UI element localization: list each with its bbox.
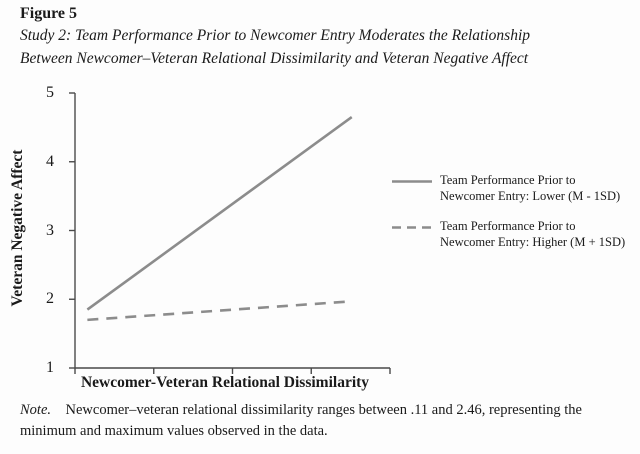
series-line-dashed [87, 300, 352, 322]
legend-item-lower: Team Performance Prior to Newcomer Entry… [392, 172, 628, 205]
y-tick-label: 4 [46, 152, 54, 170]
dashed-line-icon [392, 225, 432, 229]
figure-label: Figure 5 [20, 5, 78, 22]
figure-note: Note. Newcomer–veteran relational dissim… [20, 400, 632, 442]
figure-caption-line-1: Study 2: Team Performance Prior to Newco… [20, 27, 530, 44]
y-tick-label: 2 [46, 290, 54, 308]
y-tick-label: 3 [46, 221, 54, 239]
figure-caption-line-2: Between Newcomer–Veteran Relational Diss… [20, 50, 529, 67]
note-prefix: Note. [20, 402, 52, 418]
legend: Team Performance Prior to Newcomer Entry… [392, 172, 628, 263]
legend-label-lower-line-1: Team Performance Prior to [440, 173, 576, 187]
x-axis-label: Newcomer-Veteran Relational Dissimilarit… [80, 374, 370, 391]
note-text: Newcomer–veteran relational dissimilarit… [20, 402, 582, 440]
y-axis-label: Veteran Negative Affect [9, 149, 26, 307]
plot-svg [69, 92, 391, 374]
solid-line-icon [392, 180, 432, 183]
y-tick-label: 1 [46, 359, 54, 376]
y-tick-label: 5 [46, 84, 54, 101]
legend-label-higher-line-2: Newcomer Entry: Higher (M + 1SD) [440, 234, 626, 249]
legend-item-higher: Team Performance Prior to Newcomer Entry… [392, 218, 628, 251]
y-axis-tick-labels: 1 2 3 4 5 [34, 84, 58, 395]
legend-label-higher: Team Performance Prior to Newcomer Entry… [440, 218, 625, 251]
series-line-solid [86, 116, 353, 311]
legend-label-lower: Team Performance Prior to Newcomer Entry… [440, 172, 620, 205]
legend-label-lower-line-2: Newcomer Entry: Lower (M - 1SD) [440, 189, 621, 204]
legend-label-higher-line-1: Team Performance Prior to [440, 218, 576, 233]
